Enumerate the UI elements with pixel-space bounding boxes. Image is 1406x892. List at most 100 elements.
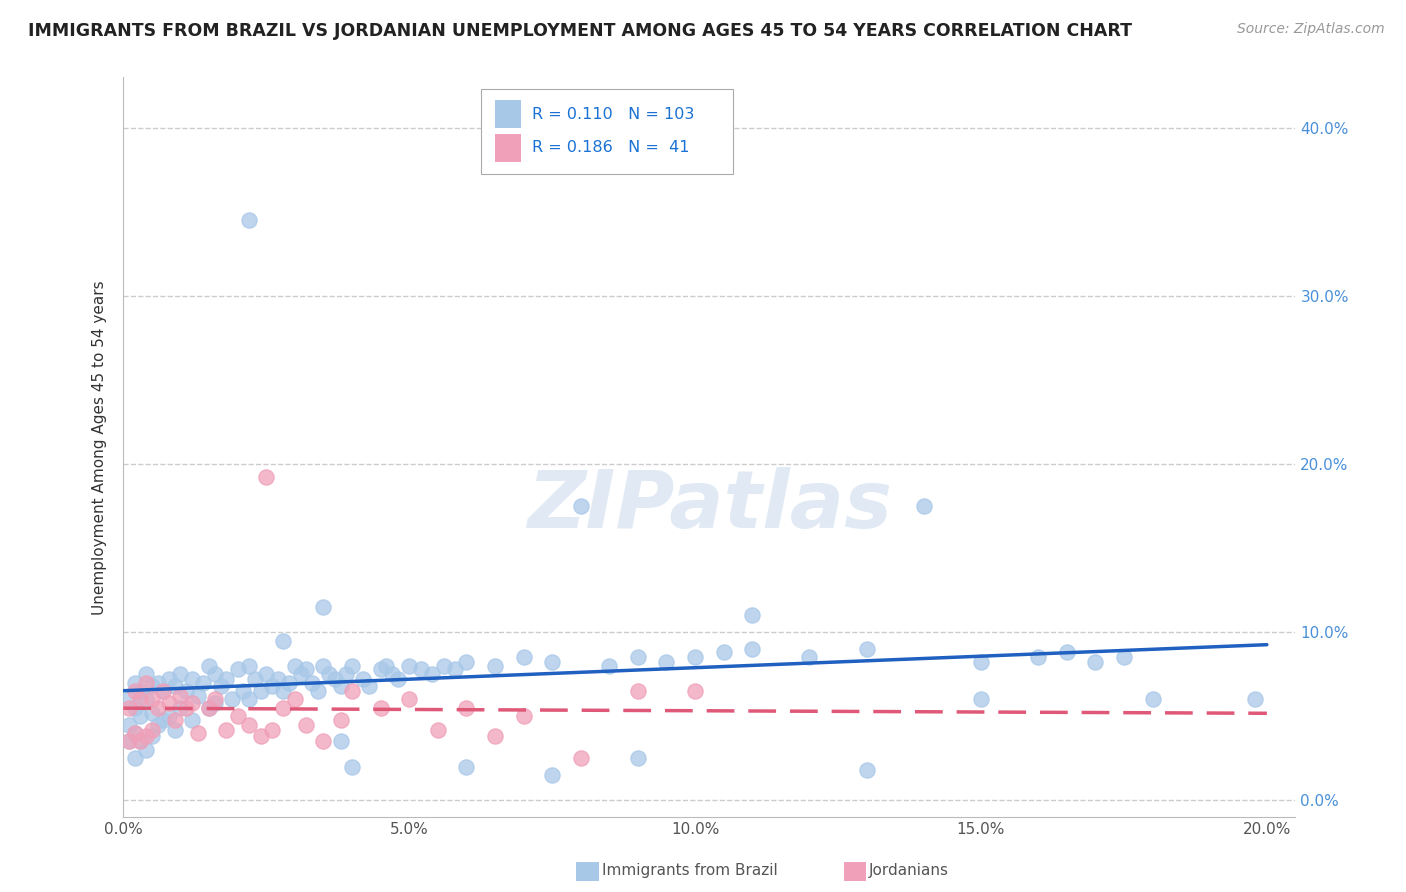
Point xyxy=(254,667,277,681)
Point xyxy=(273,633,295,648)
Point xyxy=(627,650,650,665)
Point xyxy=(970,692,993,706)
Point xyxy=(215,672,238,686)
Point xyxy=(359,679,381,693)
Point xyxy=(278,675,301,690)
Point xyxy=(174,700,197,714)
Point xyxy=(375,658,398,673)
Point xyxy=(141,723,163,737)
Point xyxy=(340,759,363,773)
Point xyxy=(295,717,318,731)
Point xyxy=(221,692,243,706)
Point xyxy=(273,700,295,714)
Point xyxy=(295,662,318,676)
Point xyxy=(456,656,478,670)
Point xyxy=(484,729,506,743)
Point xyxy=(260,723,283,737)
Point xyxy=(312,599,335,614)
Point xyxy=(118,734,141,748)
Point xyxy=(312,734,335,748)
Point xyxy=(370,700,392,714)
Point xyxy=(204,692,226,706)
Point xyxy=(254,470,277,484)
Point xyxy=(157,709,180,723)
Point xyxy=(129,692,152,706)
Point xyxy=(152,684,174,698)
Point xyxy=(180,713,202,727)
Point xyxy=(141,679,163,693)
Point xyxy=(249,729,271,743)
FancyBboxPatch shape xyxy=(495,134,520,161)
Point xyxy=(135,743,157,757)
Point xyxy=(912,499,935,513)
Point xyxy=(1142,692,1164,706)
Point xyxy=(141,706,163,720)
Text: Source: ZipAtlas.com: Source: ZipAtlas.com xyxy=(1237,22,1385,37)
Point xyxy=(266,672,288,686)
Point xyxy=(484,658,506,673)
Point xyxy=(124,751,146,765)
Point xyxy=(135,692,157,706)
Point xyxy=(569,499,592,513)
Point xyxy=(1026,650,1049,665)
Point xyxy=(146,717,169,731)
Point xyxy=(335,667,357,681)
Point xyxy=(243,672,266,686)
Point xyxy=(284,692,307,706)
Point xyxy=(273,684,295,698)
Point xyxy=(398,658,420,673)
Point xyxy=(174,684,197,698)
Point xyxy=(1084,656,1107,670)
Point xyxy=(456,759,478,773)
Point xyxy=(198,658,221,673)
Point xyxy=(163,723,186,737)
Point xyxy=(152,684,174,698)
Point xyxy=(180,696,202,710)
Point xyxy=(118,692,141,706)
Point xyxy=(444,662,467,676)
Point xyxy=(420,667,443,681)
Point xyxy=(329,713,352,727)
Point xyxy=(249,684,271,698)
Point xyxy=(141,692,163,706)
Point xyxy=(370,662,392,676)
Point xyxy=(353,672,375,686)
Point xyxy=(683,684,706,698)
Point xyxy=(329,679,352,693)
Point xyxy=(541,768,564,782)
Point xyxy=(152,713,174,727)
Point xyxy=(1112,650,1135,665)
Point xyxy=(627,684,650,698)
Point xyxy=(169,700,191,714)
Point xyxy=(741,641,763,656)
Point xyxy=(198,700,221,714)
Point xyxy=(1244,692,1267,706)
Point xyxy=(129,734,152,748)
Point xyxy=(135,675,157,690)
Text: R = 0.110   N = 103: R = 0.110 N = 103 xyxy=(533,107,695,122)
Point xyxy=(456,700,478,714)
Point xyxy=(970,656,993,670)
Text: Jordanians: Jordanians xyxy=(869,863,949,878)
Point xyxy=(141,729,163,743)
Point xyxy=(855,641,877,656)
Point xyxy=(193,675,215,690)
Point xyxy=(312,658,335,673)
Point xyxy=(301,675,323,690)
Point xyxy=(226,662,249,676)
Point xyxy=(432,658,454,673)
Point xyxy=(541,656,564,670)
Point xyxy=(741,608,763,623)
Point xyxy=(163,713,186,727)
Point xyxy=(124,684,146,698)
Point xyxy=(226,709,249,723)
Point xyxy=(598,658,620,673)
Point xyxy=(157,696,180,710)
Point xyxy=(204,667,226,681)
Point xyxy=(129,684,152,698)
Point xyxy=(157,672,180,686)
Point xyxy=(426,723,449,737)
Point xyxy=(713,645,735,659)
Point xyxy=(204,696,226,710)
Point xyxy=(340,658,363,673)
